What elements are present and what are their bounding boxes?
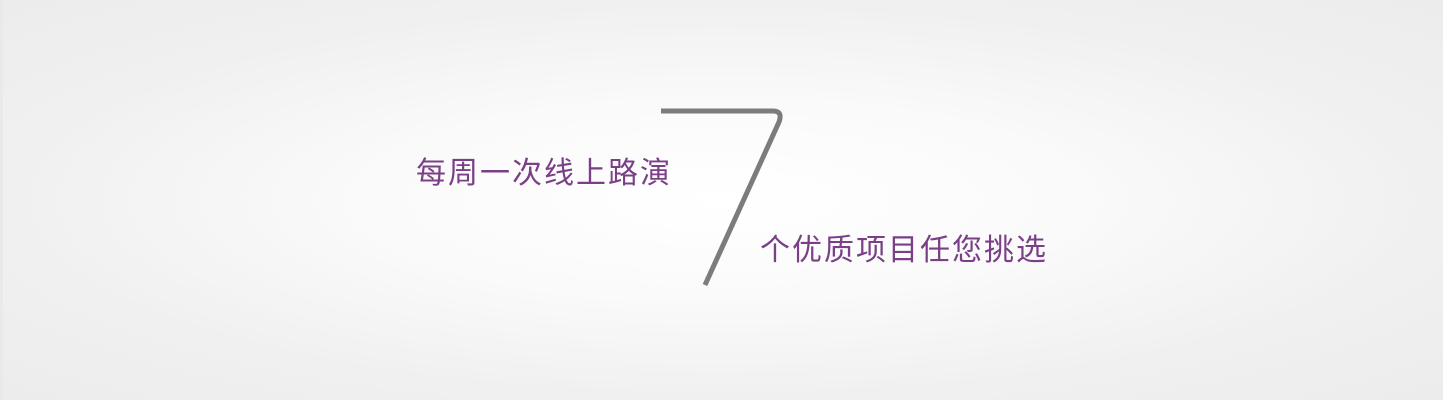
tagline-bottom: 个优质项目任您挑选 [760,233,1048,268]
big-number-seven: 7 [655,104,795,290]
tagline-top: 每周一次线上路演 [416,156,672,191]
banner-edge [0,0,3,400]
